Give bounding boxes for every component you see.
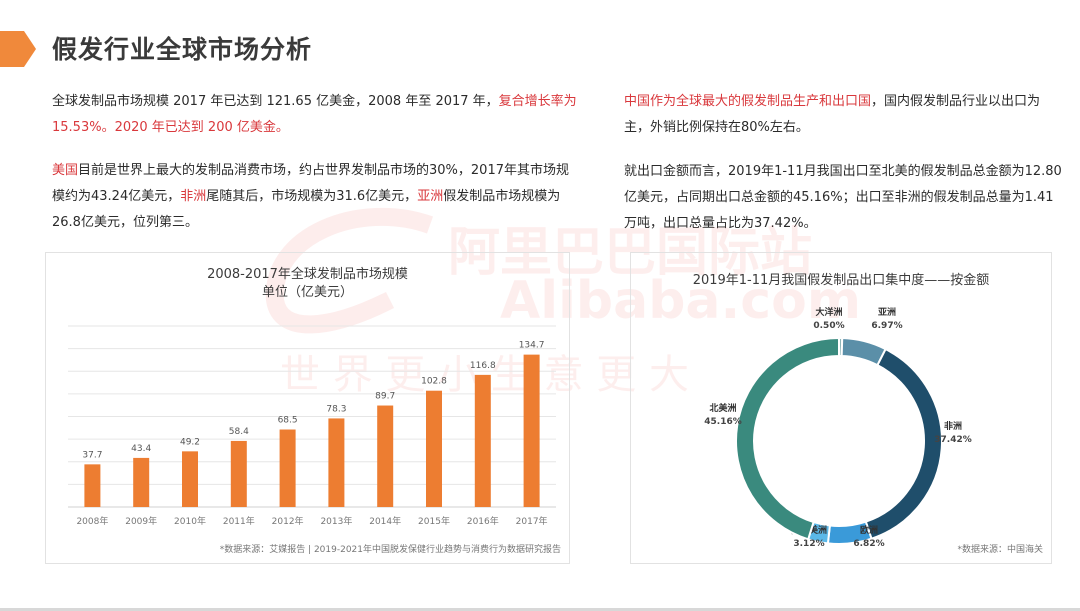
segment-percent-label: 0.50% (813, 321, 844, 331)
bar-chart: 37.7 2008年 43.4 2009年 49.2 2010年 58.4 2011年 68.5… (68, 325, 556, 527)
hl-usa: 美国 (52, 163, 79, 178)
china-export-paragraph: 中国作为全球最大的假发制品生产和出口国，国内假发制品行业以出口为主，外销比例保持… (624, 89, 1064, 141)
bar-chart-subtitle: 单位（亿美元） (261, 285, 353, 300)
bar-value-label: 134.7 (519, 341, 545, 351)
x-tick-label: 2012年 (272, 515, 304, 527)
p2-text-2: 尾随其后，市场规模为31.6亿美元， (206, 189, 418, 204)
segment-percent-label: 6.97% (871, 321, 902, 331)
bar-value-label: 37.7 (82, 450, 102, 460)
doughnut-chart-title: 2019年1-11月我国假发制品出口集中度——按金额 (692, 273, 990, 288)
segment-percent-label: 6.82% (853, 539, 884, 549)
p2-text-1: 目前是世界上最大的发制品消费市场，约占世界发制品市场的30%，2017年其市场规… (52, 163, 569, 204)
bar-2016年 (474, 374, 491, 507)
segment-percent-label: 45.16% (704, 417, 742, 427)
bar-2008年 (84, 464, 101, 507)
bar-value-label: 78.3 (326, 404, 346, 414)
p2-text-3: 假发制品市场规模为26.8亿美元，位列第三。 (52, 189, 561, 230)
bar-chart-source: *数据来源：艾媒报告 | 2019-2021年中国脱发保健行业趋势与消费行为数据… (219, 545, 561, 555)
bar-value-label: 58.4 (229, 427, 249, 437)
global-market-paragraph: 全球发制品市场规模 2017 年已达到 121.65 亿美金，2008 年至 2… (52, 89, 577, 141)
segment-category-label: 亚洲 (878, 307, 896, 318)
hl-africa: 非洲 (180, 189, 207, 204)
bar-chart-title: 2008-2017年全球发制品市场规模 (207, 267, 408, 282)
bar-2010年 (182, 451, 198, 507)
x-tick-label: 2014年 (369, 515, 401, 527)
segment-category-label: 非洲 (944, 420, 962, 432)
bar-2015年 (426, 390, 442, 507)
x-tick-label: 2016年 (467, 515, 499, 527)
x-tick-label: 2017年 (516, 515, 548, 527)
segment-percent-label: 37.42% (934, 435, 972, 445)
p4-text: 就出口金额而言，2019年1-11月我国出口至北美的假发制品总金额为12.80亿… (624, 164, 1062, 231)
bar-value-label: 102.8 (421, 377, 447, 387)
p3-text: ，国内假发制品行业以出口为主，外销比例保持在80%左右。 (624, 94, 1041, 135)
segment-category-label: 大洋洲 (815, 306, 842, 318)
x-tick-label: 2008年 (76, 515, 108, 527)
bar-value-label: 49.2 (180, 437, 200, 447)
segment-非洲 (864, 347, 943, 541)
bar-value-label: 43.4 (131, 444, 151, 454)
p3-highlight: 中国作为全球最大的假发制品生产和出口国 (624, 94, 872, 109)
bar-chart-panel: 2008-2017年全球发制品市场规模 单位（亿美元） 37.7 2008年 43.… (45, 252, 570, 564)
p1-highlight: 复合增长率为 15.53%。2020 年已达到 200 亿美金。 (52, 94, 577, 135)
export-value-paragraph: 就出口金额而言，2019年1-11月我国出口至北美的假发制品总金额为12.80亿… (624, 159, 1064, 237)
bar-2017年 (523, 354, 540, 507)
bar-2009年 (133, 457, 150, 507)
x-tick-label: 2010年 (174, 515, 206, 527)
segment-category-label: 北美洲 (709, 402, 736, 414)
p1-text: 全球发制品市场规模 2017 年已达到 121.65 亿美金，2008 年至 2… (52, 94, 499, 109)
x-tick-label: 2015年 (418, 515, 450, 527)
x-tick-label: 2011年 (223, 515, 255, 527)
segment-category-label: 欧洲 (860, 524, 878, 536)
bar-2011年 (230, 440, 247, 507)
segment-北美洲 (735, 336, 840, 541)
bar-2013年 (328, 418, 345, 507)
segment-percent-label: 3.12% (793, 539, 824, 549)
title-arrow-icon (0, 31, 36, 67)
bar-2012年 (279, 429, 296, 507)
bar-value-label: 116.8 (470, 361, 496, 371)
bar-2014年 (377, 405, 394, 507)
bar-value-label: 68.5 (278, 416, 298, 426)
bar-value-label: 89.7 (375, 392, 395, 402)
doughnut-chart-source: *数据来源：中国海关 (957, 545, 1043, 555)
regional-market-paragraph: 美国目前是世界上最大的发制品消费市场，约占世界发制品市场的30%，2017年其市… (52, 158, 577, 236)
doughnut-chart-panel: 2019年1-11月我国假发制品出口集中度——按金额 大洋洲 0.50% 亚洲 6.9… (630, 252, 1052, 564)
doughnut-chart: 大洋洲0.50%亚洲6.97%非洲37.42%欧洲6.82%拉丁美洲3.12%北… (704, 306, 972, 549)
x-tick-label: 2013年 (320, 515, 352, 527)
x-tick-label: 2009年 (125, 515, 157, 527)
hl-asia: 亚洲 (417, 189, 444, 204)
page-title: 假发行业全球市场分析 (52, 35, 313, 64)
